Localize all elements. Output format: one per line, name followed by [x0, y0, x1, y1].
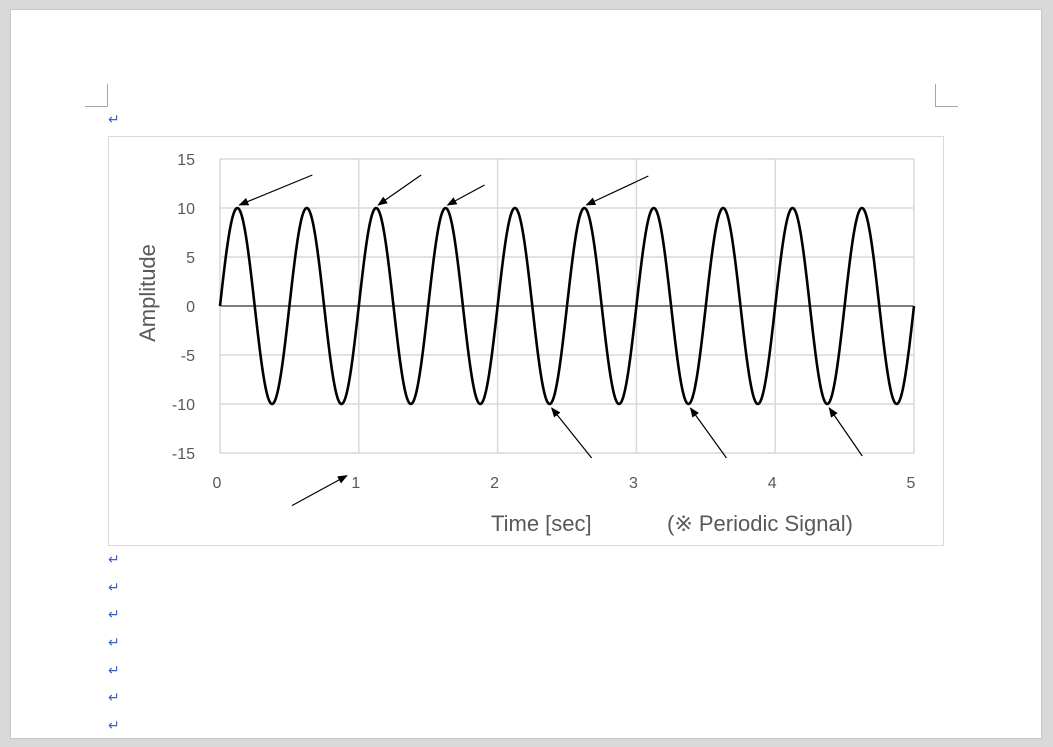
chart-container[interactable]: 15 10 5 0 -5 -10 -15 0 1 2 3 4 5 Amplitude Time [sec…: [108, 136, 944, 546]
chart-note: (※ Periodic Signal): [667, 511, 853, 536]
x-tick-label: 1: [351, 475, 360, 492]
annotation-arrow: [377, 174, 422, 206]
paragraph-mark-icon: ↵: [108, 552, 120, 568]
y-tick-label: 5: [186, 250, 195, 267]
annotation-arrow: [585, 175, 649, 206]
paragraph-mark-icon: ↵: [108, 690, 120, 706]
sine-wave-chart: 15 10 5 0 -5 -10 -15 0 1 2 3 4 5 Amplitude Time [sec…: [135, 152, 916, 536]
x-tick-label: 3: [629, 475, 638, 492]
y-tick-label: -15: [172, 446, 195, 463]
margin-corner-top-right: [935, 84, 958, 107]
status-strip: [0, 739, 1053, 747]
tick-labels: 15 10 5 0 -5 -10 -15 0 1 2 3 4 5: [172, 152, 916, 492]
x-axis-label: Time [sec]: [491, 511, 592, 536]
annotation-arrow: [291, 475, 348, 507]
x-tick-label: 2: [490, 475, 499, 492]
x-tick-label: 0: [213, 475, 222, 492]
y-tick-label: -5: [181, 348, 195, 365]
annotation-arrow: [238, 174, 313, 206]
y-axis-label: Amplitude: [135, 244, 160, 342]
paragraph-mark-icon: ↵: [108, 112, 120, 128]
annotation-arrow: [446, 184, 485, 206]
y-tick-label: 10: [177, 201, 195, 218]
y-tick-label: 0: [186, 299, 195, 316]
annotation-arrow: [551, 407, 593, 459]
x-tick-label: 4: [768, 475, 777, 492]
paragraph-mark-icon: ↵: [108, 607, 120, 623]
annotation-arrow: [828, 407, 863, 457]
annotation-arrow: [689, 407, 727, 459]
paragraph-mark-icon: ↵: [108, 635, 120, 651]
paragraph-mark-icon: ↵: [108, 663, 120, 679]
annotation-arrows: [238, 174, 863, 507]
paragraph-mark-icon: ↵: [108, 580, 120, 596]
margin-corner-top-left: [85, 84, 108, 107]
paragraph-mark-icon: ↵: [108, 718, 120, 734]
y-tick-label: 15: [177, 152, 195, 169]
y-tick-label: -10: [172, 397, 195, 414]
sine-series-line: [218, 206, 916, 406]
x-tick-label: 5: [907, 475, 916, 492]
series-layer: [218, 206, 916, 406]
